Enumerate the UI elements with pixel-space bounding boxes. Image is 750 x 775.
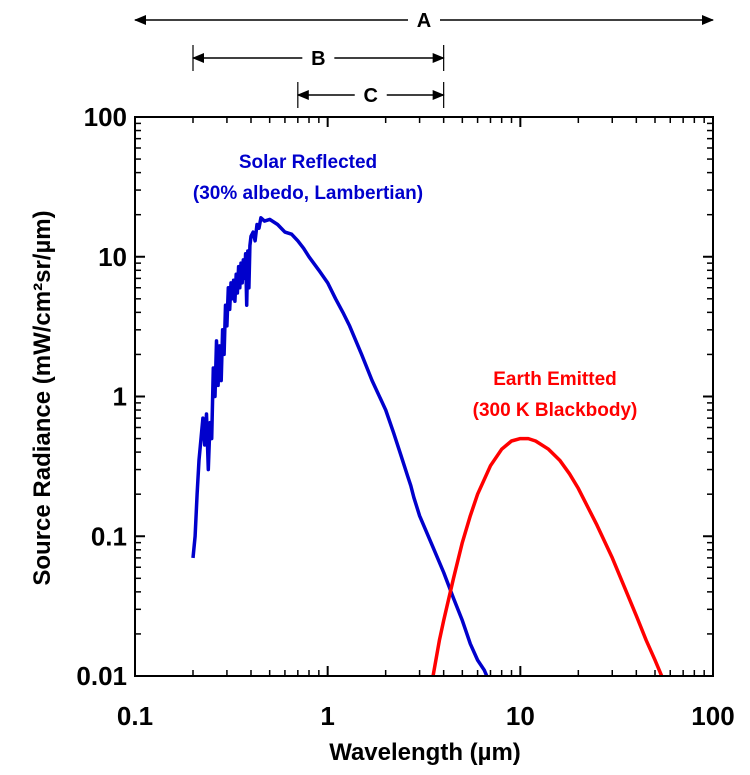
x-tick-label: 1 (320, 701, 334, 731)
y-tick-label: 1 (113, 382, 127, 412)
data-series (191, 216, 664, 676)
x-tick-label: 0.1 (117, 701, 153, 731)
band-label: C (364, 85, 378, 107)
annotation-1: Solar Reflected (30% albedo, Lambertian) (193, 152, 423, 204)
series-line-1 (191, 216, 489, 676)
x-tick-label: 10 (506, 701, 535, 731)
band-A: A (134, 10, 714, 32)
annotation-line: (30% albedo, Lambertian) (193, 183, 423, 204)
y-axis-label: Source Radiance (mW/cm²sr/µm) (29, 210, 56, 585)
band-B: B (191, 45, 445, 71)
annotation-2: Earth Emitted (300 K Blackbody) (473, 369, 638, 421)
y-tick-label: 0.01 (76, 661, 127, 691)
x-tick-label: 100 (691, 701, 734, 731)
wavelength-bands: A B C (134, 10, 714, 108)
x-axis-label: Wavelength (µm) (329, 739, 521, 766)
y-tick-label: 10 (98, 242, 127, 272)
axis-ticks: 0.01 0.1 1 10 100 0.1 1 10 100 (76, 102, 734, 731)
band-label: B (311, 48, 325, 70)
series-line-2 (431, 436, 664, 676)
band-label: A (417, 10, 431, 32)
band-C: C (296, 82, 445, 108)
curve-annotations: Solar Reflected (30% albedo, Lambertian) E… (193, 152, 637, 421)
annotation-line: Solar Reflected (239, 152, 377, 173)
annotation-line: (300 K Blackbody) (473, 400, 638, 421)
y-tick-label: 0.1 (91, 521, 127, 551)
annotation-line: Earth Emitted (493, 369, 617, 390)
y-tick-label: 100 (84, 102, 127, 132)
